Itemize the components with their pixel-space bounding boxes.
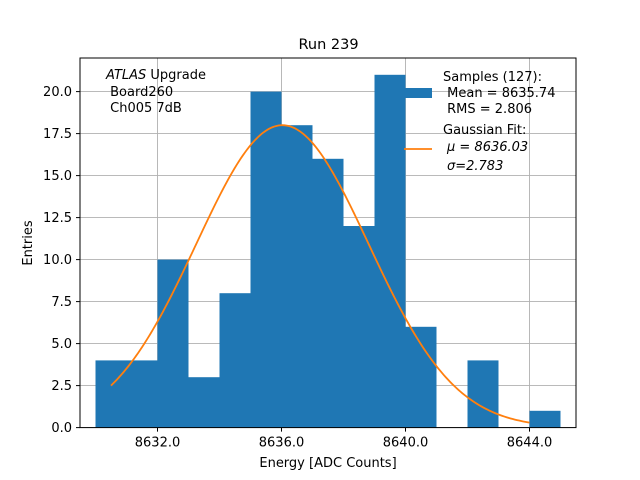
annotation-line-3: Ch005 7dB (106, 101, 182, 116)
histogram-bar-4 (219, 293, 251, 428)
histogram-bar-10 (405, 326, 437, 428)
x-tick-label-2: 8640.0 (383, 436, 429, 451)
y-tick-label-1: 2.5 (51, 379, 72, 394)
histogram-bar-14 (529, 410, 561, 428)
histogram-bar-12 (467, 360, 499, 428)
y-tick-label-2: 5.0 (51, 337, 72, 352)
legend: Samples (127): Mean = 8635.74 RMS = 2.80… (404, 70, 555, 174)
upgrade-label: Upgrade (146, 68, 206, 83)
annotation-line-1: ATLAS Upgrade (105, 68, 206, 83)
histogram-bar-5 (250, 91, 282, 428)
x-tick-label-0: 8632.0 (135, 436, 181, 451)
histogram-bar-7 (312, 158, 344, 428)
y-tick-label-4: 10.0 (43, 253, 72, 268)
legend-samples-swatch (404, 88, 432, 98)
legend-fit-line-3: σ=2.783 (447, 159, 503, 174)
fit-curve (110, 124, 530, 424)
y-tick-label-8: 20.0 (43, 85, 72, 100)
atlas-label: ATLAS (105, 68, 146, 83)
histogram-bar-8 (343, 226, 375, 428)
y-tick-label-6: 15.0 (43, 169, 72, 184)
histogram-bar-6 (281, 125, 313, 428)
histogram-bars (95, 74, 561, 428)
annotation-line-2: Board260 (106, 85, 173, 100)
y-tick-label-7: 17.5 (43, 127, 72, 142)
y-tick-label-5: 12.5 (43, 211, 72, 226)
x-tick-label-3: 8644.0 (507, 436, 553, 451)
plot-frame (79, 57, 577, 429)
y-axis-ticks: 0.0 2.5 5.0 7.5 10.0 12.5 15.0 17.5 20.0 (43, 85, 80, 436)
x-axis-label: Energy [ADC Counts] (259, 456, 396, 471)
legend-samples-line-2: Mean = 8635.74 (443, 86, 555, 101)
legend-samples-line-3: RMS = 2.806 (443, 102, 532, 117)
histogram-bar-0 (95, 360, 127, 428)
histogram-bar-2 (157, 259, 189, 428)
annotation-box: ATLAS Upgrade Board260 Ch005 7dB (105, 68, 206, 116)
legend-fit-line-1: Gaussian Fit: (443, 123, 526, 138)
y-tick-label-3: 7.5 (51, 295, 72, 310)
histogram-bar-9 (374, 74, 406, 428)
histogram-bar-3 (188, 377, 220, 428)
y-axis-label: Entries (21, 220, 36, 266)
legend-fit-line-2: μ = 8636.03 (446, 140, 528, 155)
chart-title: Run 239 (298, 37, 358, 53)
histogram-bar-1 (126, 360, 158, 428)
y-tick-label-0: 0.0 (51, 421, 72, 436)
legend-samples-line-1: Samples (127): (443, 70, 542, 85)
x-tick-label-1: 8636.0 (259, 436, 305, 451)
gaussian-fit (110, 124, 530, 424)
x-axis-ticks: 8632.0 8636.0 8640.0 8644.0 (135, 427, 553, 451)
